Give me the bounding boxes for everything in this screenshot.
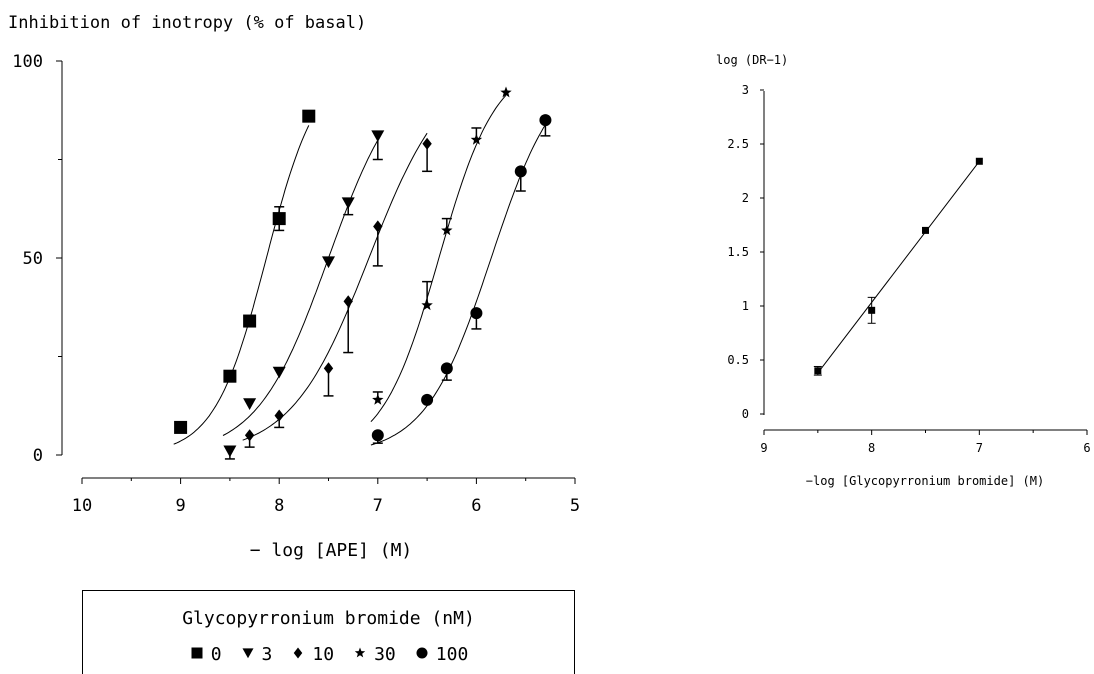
schild-data-point — [868, 306, 876, 314]
left-x-tick-label: 10 — [72, 496, 92, 516]
fit-curve-30nM — [370, 94, 507, 423]
data-point-3nM — [322, 256, 335, 269]
right-y-tick-label: 1 — [742, 299, 749, 313]
left-chart: Inhibition of inotropy (% of basal) 0 50 1… — [8, 13, 580, 561]
star-marker-icon — [354, 647, 366, 658]
data-point-10nM — [274, 409, 284, 422]
circle-marker-icon — [416, 647, 428, 659]
right-y-ticks: 0 0.5 1 1.5 2 2.5 3 — [727, 83, 764, 421]
legend-entry-100nM: 100 — [414, 644, 469, 665]
data-point-0nM — [302, 109, 316, 123]
data-point-100nM — [470, 307, 483, 320]
left-y-axis-label: Inhibition of inotropy (% of basal) — [8, 13, 366, 33]
legend-entry-10nM: 10 — [290, 644, 334, 665]
data-point-0nM — [272, 212, 286, 226]
right-x-tick-label: 9 — [760, 441, 767, 455]
left-y-tick-label: 50 — [23, 249, 43, 269]
left-x-axis-label: − log [APE] (M) — [250, 540, 413, 561]
legend-marker — [242, 648, 254, 659]
right-x-tick-label: 8 — [868, 441, 875, 455]
left-error-bars — [224, 111, 551, 460]
data-point-0nM — [223, 369, 237, 383]
data-point-3nM — [371, 130, 385, 143]
legend-entry-label: 3 — [261, 644, 273, 665]
data-point-30nM — [421, 299, 433, 311]
legend-items: 0 3 10 30 100 — [83, 644, 574, 665]
legend-entry-label: 30 — [374, 644, 396, 665]
data-point-100nM — [440, 362, 453, 375]
data-point-100nM — [421, 393, 434, 406]
legend-entry-0nM: 0 — [189, 644, 222, 665]
data-point-10nM — [343, 295, 353, 308]
right-y-axis-label: log (DR−1) — [716, 53, 788, 67]
left-fit-curves — [173, 94, 546, 446]
data-point-10nM — [373, 220, 383, 233]
data-point-10nM — [422, 137, 432, 150]
left-x-tick-label: 9 — [175, 496, 185, 516]
legend-entry-label: 10 — [312, 644, 335, 665]
legend-entry-label: 100 — [435, 644, 469, 665]
linear-fit-line — [817, 160, 980, 374]
right-y-tick-label: 2.5 — [727, 137, 749, 151]
left-x-tick-label: 7 — [373, 496, 383, 516]
data-point-30nM — [500, 86, 512, 98]
legend-entry-30nM: 30 — [352, 644, 396, 665]
data-point-0nM — [243, 314, 257, 328]
left-y-tick-label: 0 — [33, 446, 43, 466]
fit-curve-3nM — [222, 139, 379, 436]
right-data-points — [814, 157, 983, 375]
square-marker-icon — [191, 647, 203, 659]
legend: Glycopyrronium bromide (nM) 0 3 10 30 100 — [82, 590, 575, 674]
data-point-10nM — [244, 429, 255, 442]
data-point-3nM — [272, 366, 286, 379]
left-x-tick-label: 8 — [274, 496, 284, 516]
legend-marker — [354, 647, 366, 658]
data-point-3nM — [243, 398, 257, 410]
right-x-ticks: 9 8 7 6 — [760, 430, 1091, 455]
triangle-down-marker-icon — [242, 648, 254, 659]
left-data-points — [174, 86, 552, 458]
right-x-axis-label: −log [Glycopyrronium bromide] (M) — [806, 474, 1044, 488]
data-point-0nM — [174, 420, 188, 434]
right-x-tick-label: 7 — [976, 441, 983, 455]
data-point-3nM — [223, 445, 237, 458]
schild-data-point — [975, 157, 983, 165]
legend-entry-label: 0 — [210, 644, 222, 665]
data-point-10nM — [323, 362, 334, 375]
data-point-100nM — [539, 114, 552, 127]
data-point-30nM — [372, 393, 384, 405]
right-y-tick-label: 3 — [742, 83, 749, 97]
left-x-tick-label: 6 — [471, 496, 481, 516]
data-point-100nM — [514, 165, 527, 178]
right-y-tick-label: 1.5 — [727, 245, 749, 259]
right-y-tick-label: 2 — [742, 191, 749, 205]
legend-title: Glycopyrronium bromide (nM) — [182, 608, 475, 629]
left-y-tick-label: 100 — [12, 52, 43, 72]
data-point-30nM — [441, 224, 453, 236]
left-x-tick-label: 5 — [570, 496, 580, 516]
schild-data-point — [922, 226, 929, 234]
left-y-ticks: 0 50 100 — [12, 52, 62, 466]
left-x-ticks: 10 9 8 7 6 5 — [72, 478, 580, 516]
fit-curve-10nM — [242, 132, 428, 441]
data-point-30nM — [470, 133, 483, 145]
right-y-tick-label: 0.5 — [727, 353, 749, 367]
legend-marker — [294, 647, 303, 659]
data-point-100nM — [371, 429, 384, 442]
legend-marker — [416, 647, 428, 659]
schild-data-point — [814, 367, 822, 375]
fit-curve-0nM — [173, 125, 310, 445]
diamond-marker-icon — [294, 647, 303, 659]
right-y-tick-label: 0 — [742, 407, 749, 421]
legend-entry-3nM: 3 — [240, 644, 273, 665]
right-x-tick-label: 6 — [1083, 441, 1090, 455]
right-chart: log (DR−1) 0 0.5 1 1.5 2 2.5 3 9 8 7 6 −log [Glyc… — [716, 53, 1091, 488]
right-fit-line — [817, 160, 980, 374]
legend-marker — [191, 647, 203, 659]
fit-curve-100nM — [370, 124, 546, 446]
data-point-3nM — [341, 197, 355, 210]
